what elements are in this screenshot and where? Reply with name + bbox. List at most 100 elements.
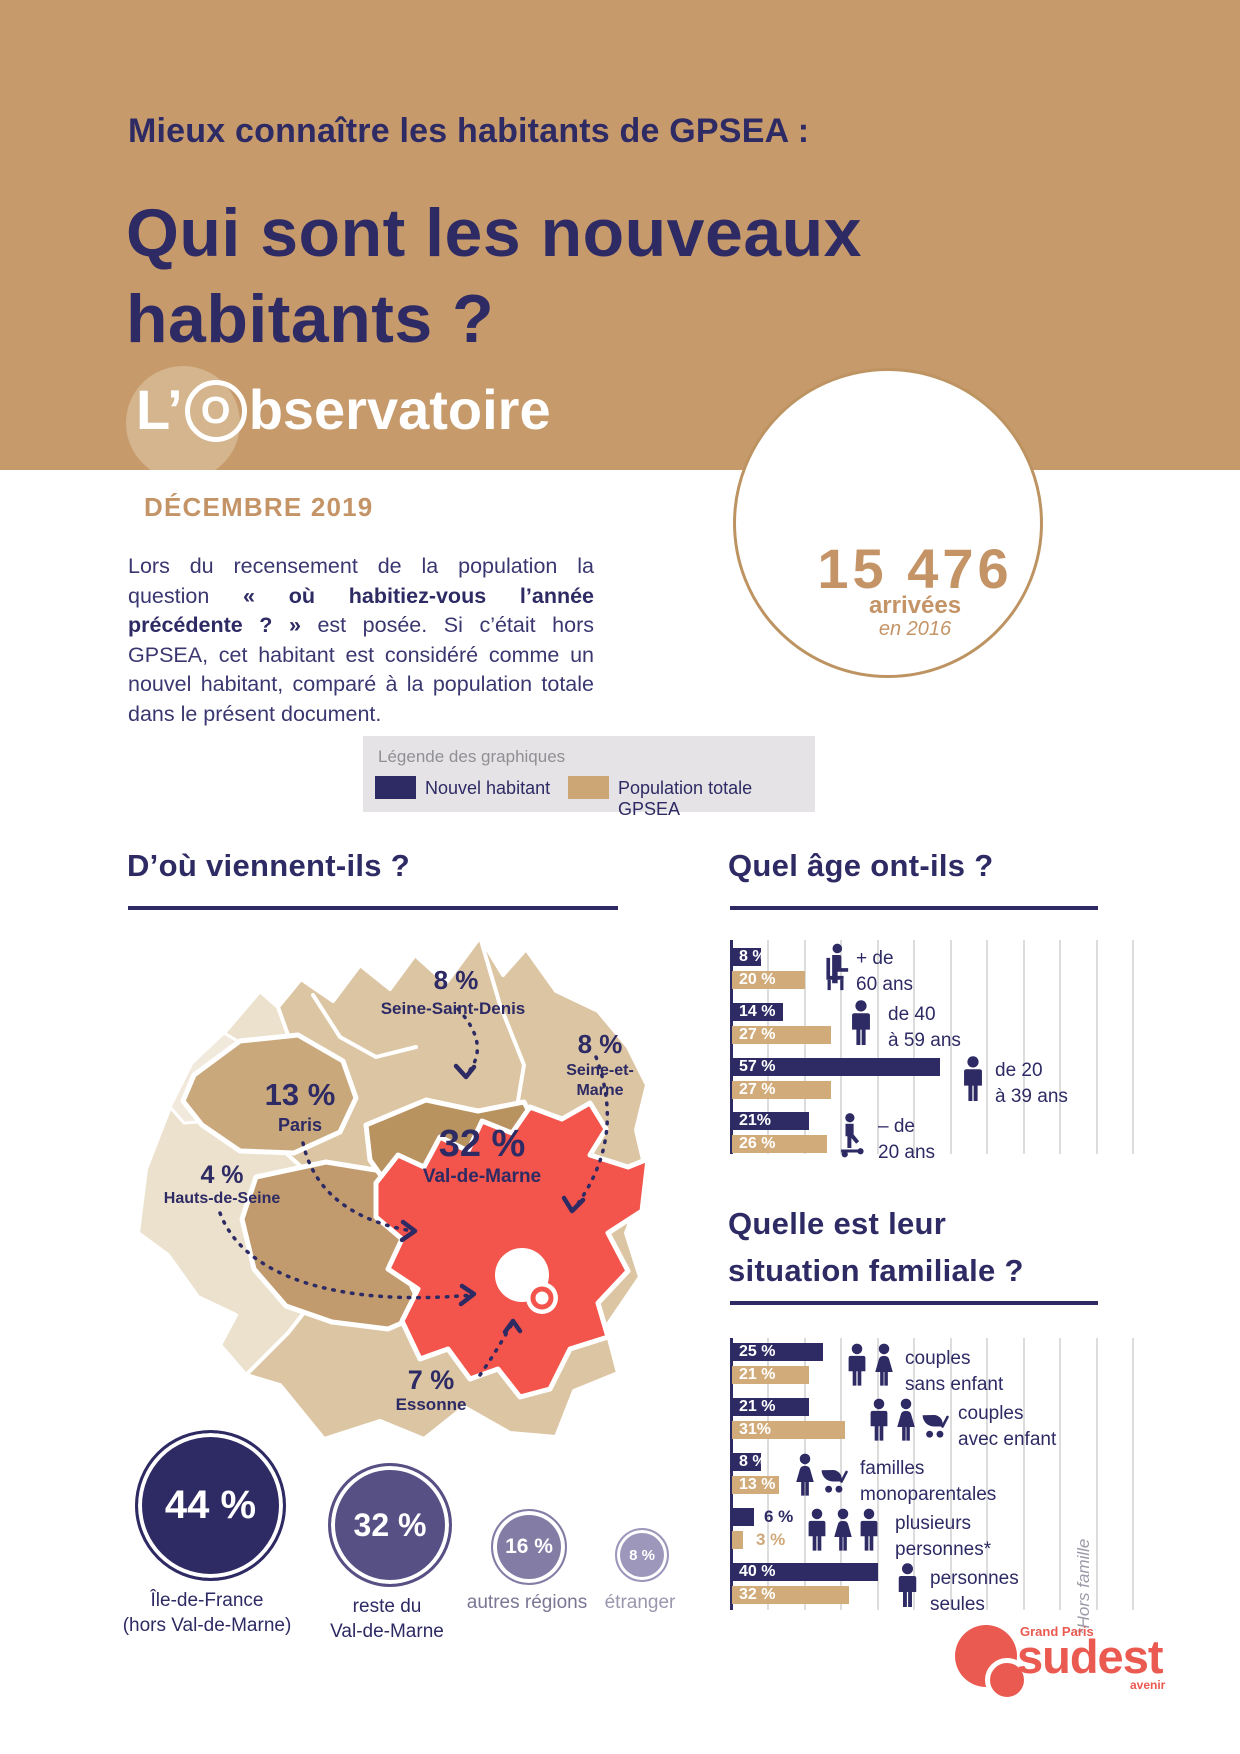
gridline <box>840 1338 842 1610</box>
legend-label-new: Nouvel habitant <box>425 778 551 798</box>
brand-ring-o: O <box>184 380 247 442</box>
gridline <box>840 940 842 1154</box>
gridline <box>986 940 988 1154</box>
adult-person-icon <box>964 1056 982 1101</box>
idf-map: 8 % Seine-Saint-Denis 8 % Seine-et- Marn… <box>128 915 651 1450</box>
family-bar-total-4: 32 % <box>732 1586 849 1604</box>
arrivals-label: arrivées <box>868 592 962 619</box>
gpsea-logo: Grand Paris sudest avenir <box>952 1622 1177 1712</box>
gridline <box>1023 940 1025 1154</box>
pram-icon <box>820 1468 848 1494</box>
origin-circle-vdm: 32 % <box>328 1463 452 1587</box>
family-section-title: Quelle est leur situation familiale ? <box>728 1206 1024 1288</box>
family-bar-total-2: 13 % <box>732 1476 779 1494</box>
family-bar-total-1: 31% <box>732 1421 845 1439</box>
family-row-label-1: couples avec enfant <box>958 1403 1057 1450</box>
woman-icon <box>875 1343 893 1386</box>
age-chart: 8 % 20 % 14 % 27 % 57 % 27 % 21% 26 % <box>730 938 1152 1156</box>
family-out-label-new-3: 6 % <box>764 1507 794 1526</box>
origin-circle-etranger: 8 % <box>615 1528 669 1582</box>
gridline <box>1059 940 1061 1154</box>
child-scooter-icon <box>841 1113 864 1158</box>
man-icon <box>870 1398 888 1441</box>
arrivals-year: en 2016 <box>878 618 952 640</box>
age-bar-new-0: 8 % <box>732 948 767 966</box>
arrowhead-hds <box>458 1283 477 1307</box>
arrow-hds <box>218 1211 474 1300</box>
logo-grand-paris: Grand Paris <box>1020 1624 1094 1639</box>
age-row-label-0: + de 60 ans <box>856 948 914 995</box>
map-label-paris-pct: 13 % <box>264 1077 336 1112</box>
woman-icon <box>796 1453 814 1496</box>
man-icon <box>860 1508 878 1551</box>
family-row-label-0: couples sans enfant <box>905 1348 1004 1395</box>
woman-icon <box>834 1508 852 1551</box>
legend-title: Légende des graphiques <box>378 747 566 766</box>
origin-circle-etranger-label: étranger <box>604 1592 676 1613</box>
map-border-east <box>478 935 527 1103</box>
gridline <box>804 940 806 1154</box>
gridline <box>1023 1338 1025 1610</box>
family-bar-new-0: 25 % <box>732 1343 823 1361</box>
age-row-label-2: de 20 à 39 ans <box>995 1060 1068 1107</box>
adult-person-icon <box>852 1000 870 1045</box>
arrow-sem <box>572 1055 610 1211</box>
family-out-label-total-3: 3 % <box>756 1530 786 1549</box>
map-label-paris-name: Paris <box>277 1115 323 1135</box>
family-bar-new-2: 8 % <box>732 1453 767 1471</box>
gridline <box>877 940 879 1154</box>
map-label-sem-pct: 8 % <box>577 1029 623 1059</box>
arrivals-number: 15 476 <box>817 537 1013 600</box>
gridline <box>1096 1338 1098 1610</box>
gridline <box>986 1338 988 1610</box>
logo-ring-dot <box>985 1658 1029 1702</box>
map-gpsea-ring-red <box>530 1286 554 1310</box>
man-icon <box>808 1508 826 1551</box>
age-bar-new-3: 21% <box>732 1112 809 1130</box>
intro-paragraph: Lors du recensement de la population la … <box>128 554 594 726</box>
gridline <box>767 1338 769 1610</box>
gridline <box>913 1338 915 1610</box>
origin-circle-idf-label: Île-de-France (hors Val-de-Marne) <box>122 1590 292 1636</box>
elderly-person-icon <box>826 943 849 991</box>
family-bar-new-1: 21 % <box>732 1398 809 1416</box>
logo-avenir: avenir <box>1130 1678 1166 1692</box>
origin-circle-idf: 44 % <box>135 1430 286 1581</box>
brand-rest: bservatoire <box>248 378 551 441</box>
origin-title-rule <box>128 906 618 910</box>
origin-section-title: D’où viennent-ils ? <box>127 848 410 883</box>
arrivals-stat-circle <box>733 368 1043 678</box>
man-icon <box>898 1563 917 1607</box>
map-border-north <box>311 993 418 1060</box>
age-bar-new-1: 14 % <box>732 1003 783 1021</box>
brand-logotype: L’ O bservatoire <box>136 378 551 442</box>
gridline <box>767 940 769 1154</box>
age-bar-total-0: 20 % <box>732 971 805 989</box>
footnote-hors-famille: *Hors famille <box>1074 1538 1093 1635</box>
gridline <box>1059 1338 1061 1610</box>
age-title-rule <box>730 906 1098 910</box>
map-region-paris <box>180 1032 359 1156</box>
family-row-label-2: familles monoparentales <box>860 1458 997 1505</box>
family-row-label-4: personnes seules <box>930 1568 1019 1615</box>
gridline <box>1132 940 1134 1154</box>
arrowhead-essonne <box>502 1318 523 1335</box>
arrowhead-sem <box>561 1195 586 1214</box>
legend-swatch-new <box>375 776 416 799</box>
map-label-sem-name: Seine-et- Marne <box>566 1062 634 1099</box>
gridline <box>877 1338 879 1610</box>
family-bar-new-4: 40 % <box>732 1563 878 1581</box>
map-label-hds-pct: 4 % <box>200 1161 244 1189</box>
map-label-vdm-name: Val-de-Marne <box>422 1166 542 1187</box>
legend-label-total: Population totale GPSEA <box>618 778 753 819</box>
pram-icon <box>921 1413 949 1439</box>
map-label-hds-name: Hauts-de-Seine <box>163 1190 281 1207</box>
family-bar-new-3 <box>732 1508 754 1526</box>
origin-circle-vdm-label: reste du Val-de-Marne <box>330 1596 444 1642</box>
page-title: Qui sont les nouveaux habitants ? <box>126 190 862 362</box>
man-icon <box>848 1343 866 1386</box>
gridline <box>1096 940 1098 1154</box>
age-bar-new-2: 57 % <box>732 1058 940 1076</box>
family-row-label-3: plusieurs personnes* <box>895 1513 992 1560</box>
age-row-label-1: de 40 à 59 ans <box>888 1004 961 1051</box>
